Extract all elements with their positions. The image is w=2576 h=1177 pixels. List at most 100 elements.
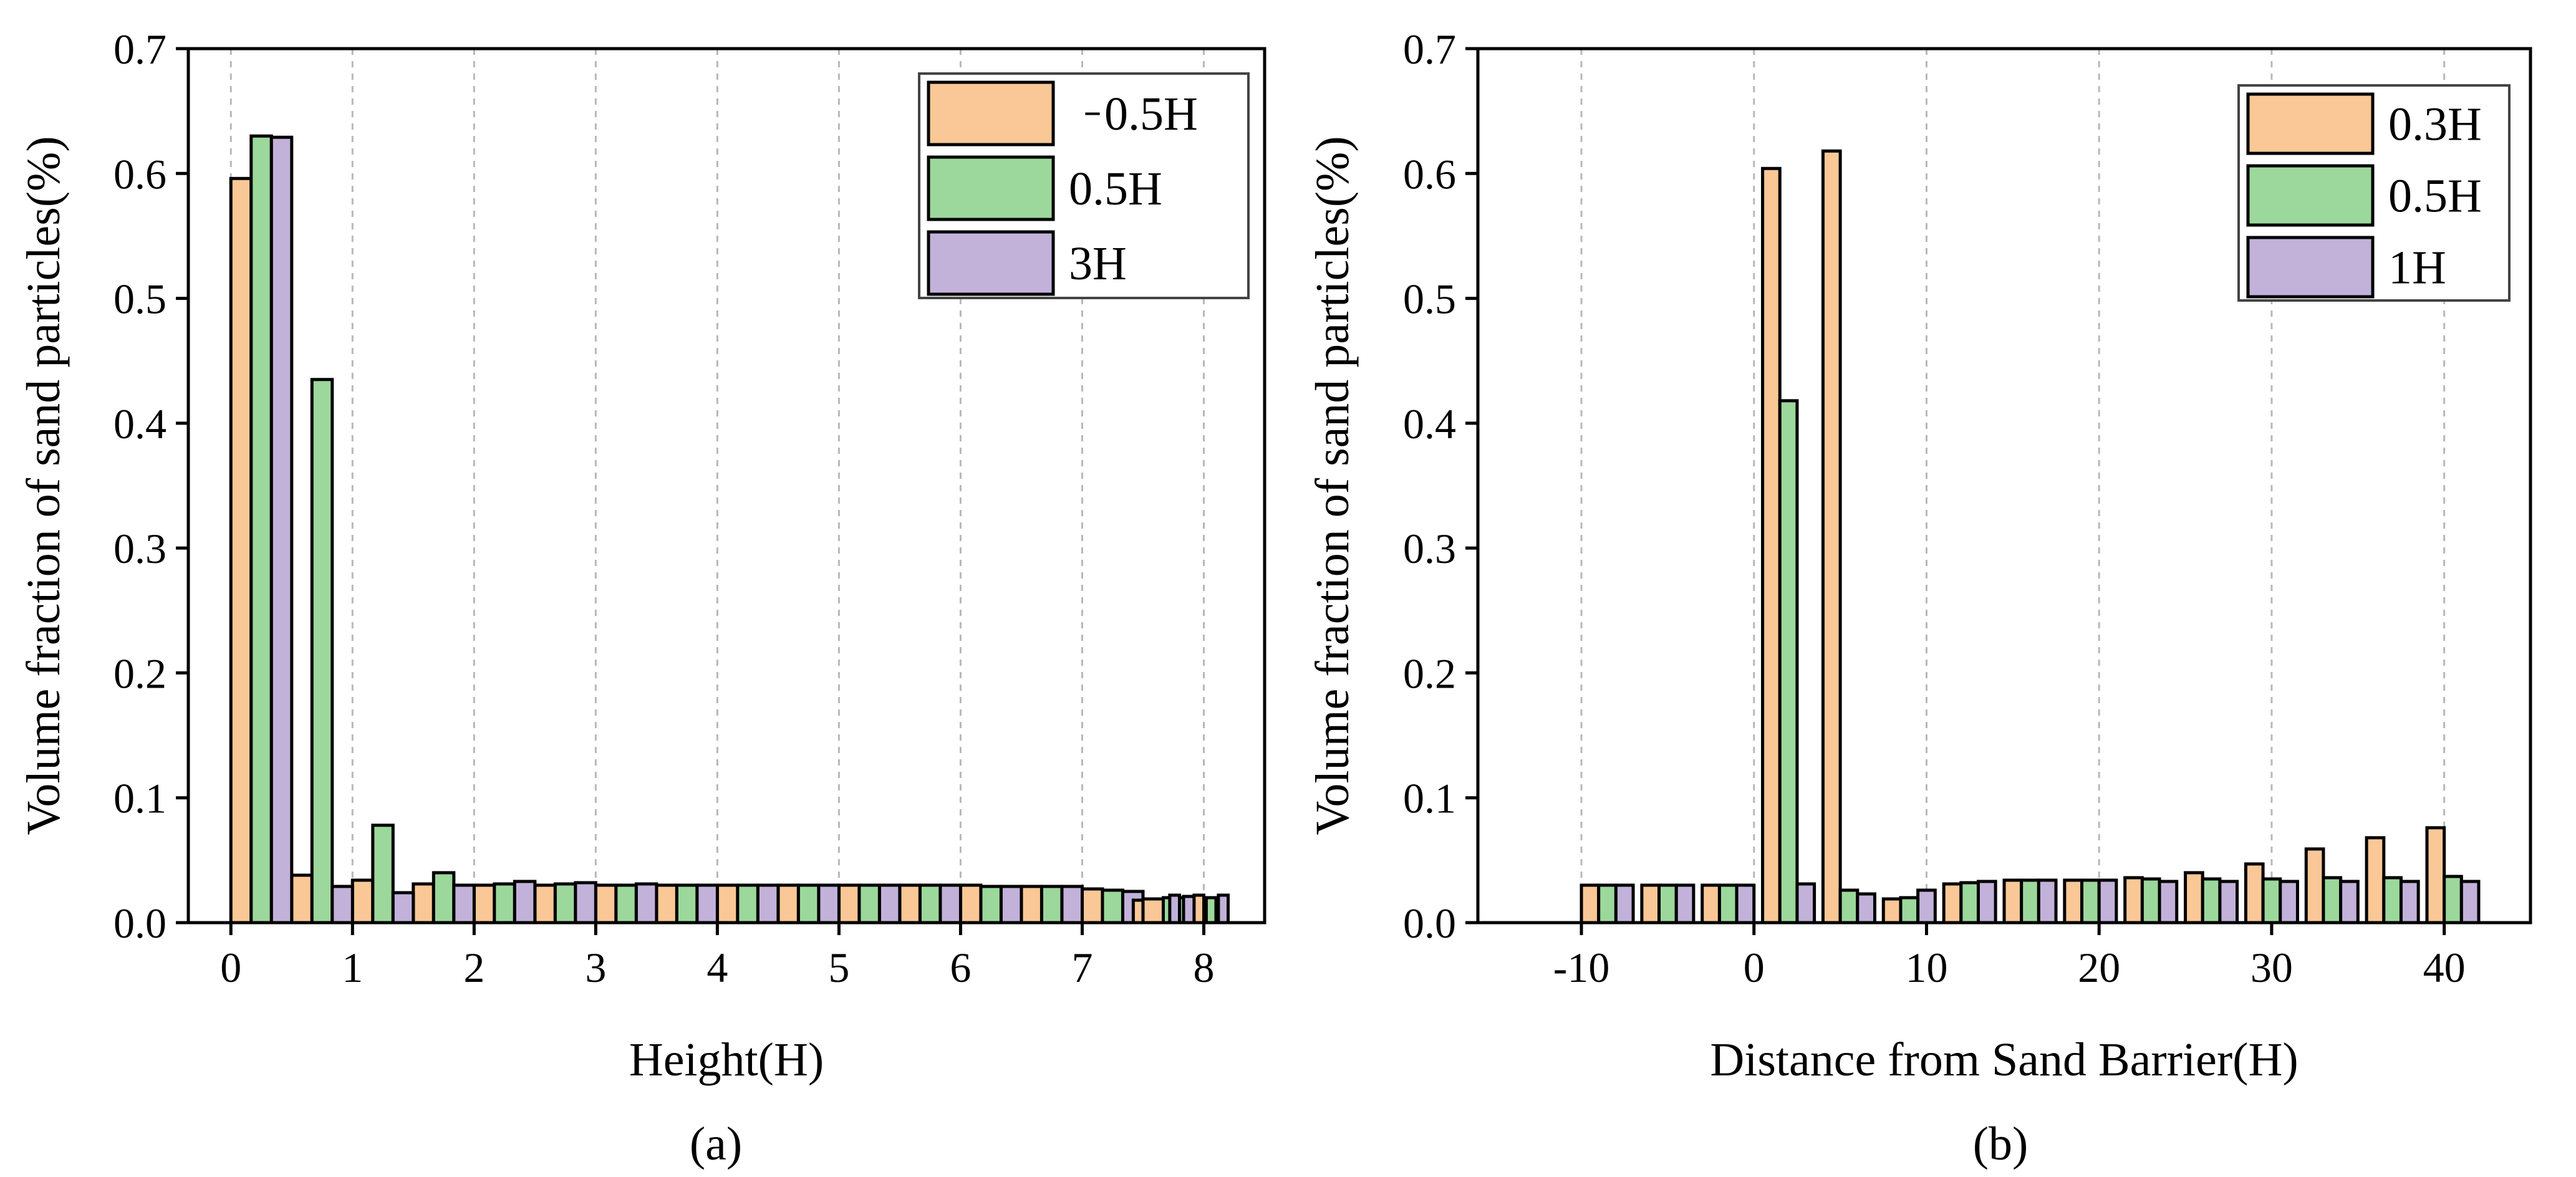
y-tick-label: 0.4 (113, 400, 166, 448)
bar (1795, 882, 1816, 925)
y-tick-label: 0.2 (113, 650, 166, 697)
bar (1856, 892, 1876, 925)
y-tick-label: 0.4 (1403, 400, 1456, 448)
x-tick-label: 40 (2423, 944, 2466, 991)
panel-label-b: (b) (1973, 1118, 2028, 1170)
bar (2002, 878, 2024, 925)
bar (2339, 880, 2360, 925)
chart-panel-a: 0 1 2 3 4 5 6 7 8 0.0 0.1 0.2 0.3 0.4 0.5 0.6 0.7 Height(… (17, 26, 1266, 1086)
legend-label: ̵ 0.5H (1069, 88, 1198, 140)
legend-label: 1H (2388, 242, 2446, 294)
bar (2304, 847, 2325, 925)
y-tick-label: 0.3 (1403, 525, 1456, 572)
y-tick-label: 0.6 (1403, 150, 1456, 198)
bar (2201, 877, 2222, 925)
bar (1640, 883, 1661, 925)
y-tick-label: 0.1 (1403, 775, 1456, 822)
bar (2037, 878, 2058, 925)
bar (1916, 888, 1937, 925)
bar (432, 871, 456, 925)
bar (958, 883, 983, 925)
bar (675, 883, 699, 925)
bar (979, 885, 1003, 925)
bar (1881, 897, 1903, 925)
bar (715, 883, 740, 925)
bar (877, 883, 902, 925)
bar (2443, 875, 2463, 925)
bar (1131, 898, 1145, 925)
bar (391, 891, 415, 925)
bar (2365, 836, 2386, 925)
bar (1101, 888, 1124, 925)
bar (412, 882, 435, 925)
bar (1204, 896, 1218, 925)
bar (2158, 880, 2179, 925)
y-tick-label: 0.7 (113, 26, 166, 73)
x-tick-label: 8 (1193, 944, 1214, 991)
y-tick-label: 0.5 (113, 276, 166, 323)
bar (1168, 893, 1181, 925)
x-tick-label: 0 (1744, 944, 1765, 991)
bar (2425, 826, 2446, 925)
chart-panel-b: -10 0 10 20 30 40 0.0 0.1 0.2 0.3 0.4 0.5 0.6 0.7 Dist… (1306, 26, 2532, 1086)
y-tick-label: 0.1 (113, 775, 166, 822)
bar (350, 878, 375, 925)
bar (1778, 399, 1799, 925)
legend-swatch (2246, 236, 2375, 299)
bar (1700, 883, 1721, 925)
bar (371, 824, 395, 925)
y-axis-title: Volume fraction of sand particles(%) (1306, 136, 1359, 835)
bar (857, 883, 881, 925)
legend-label: 0.5H (1069, 163, 1162, 215)
bar (594, 883, 618, 925)
y-tick-label: 0.0 (113, 900, 166, 947)
bar (837, 883, 861, 925)
bar (269, 135, 294, 925)
legend-swatch (927, 155, 1055, 221)
bar (1192, 893, 1205, 925)
x-tick-label: 7 (1071, 944, 1093, 991)
bar (330, 885, 354, 925)
legend-swatch (927, 80, 1055, 147)
bar (1761, 166, 1782, 925)
bar (695, 883, 719, 925)
bar (1959, 881, 1980, 925)
y-tick-label: 0.7 (1403, 26, 1456, 73)
bar (2080, 878, 2101, 925)
bar (2020, 878, 2040, 925)
x-tick-label: 3 (585, 944, 606, 991)
bar (2123, 876, 2144, 925)
legend-label: 0.5H (2388, 170, 2482, 223)
bar (614, 883, 638, 925)
bar (2322, 876, 2343, 925)
bar (2244, 862, 2265, 925)
x-tick-label: 20 (2078, 944, 2120, 991)
x-tick-label: 6 (950, 944, 971, 991)
bar (1040, 885, 1064, 925)
y-tick-label: 0.6 (113, 150, 166, 198)
bar (2459, 880, 2481, 925)
bar (1838, 888, 1860, 925)
x-tick-label: 10 (1905, 944, 1947, 991)
bar (290, 873, 314, 925)
bar (1899, 896, 1920, 925)
bar (2279, 880, 2299, 925)
bar (1657, 883, 1678, 925)
y-axis-title: Volume fraction of sand particles(%) (17, 136, 70, 835)
bar (229, 176, 253, 925)
legend: ̵ 0.5H 0.5H 3H (918, 72, 1250, 299)
bar (513, 880, 537, 925)
x-tick-label: 30 (2250, 944, 2293, 991)
bar (1141, 897, 1165, 925)
bar (533, 883, 557, 925)
bar (1674, 883, 1696, 925)
legend-swatch (2246, 92, 2375, 155)
bar (1060, 885, 1084, 925)
bar (1597, 883, 1618, 925)
bar (1717, 883, 1739, 925)
x-axis-title: Height(H) (629, 1034, 824, 1086)
bar (2140, 877, 2161, 925)
bar (493, 882, 516, 925)
plot-frame (186, 47, 1266, 925)
bar (2063, 878, 2084, 925)
